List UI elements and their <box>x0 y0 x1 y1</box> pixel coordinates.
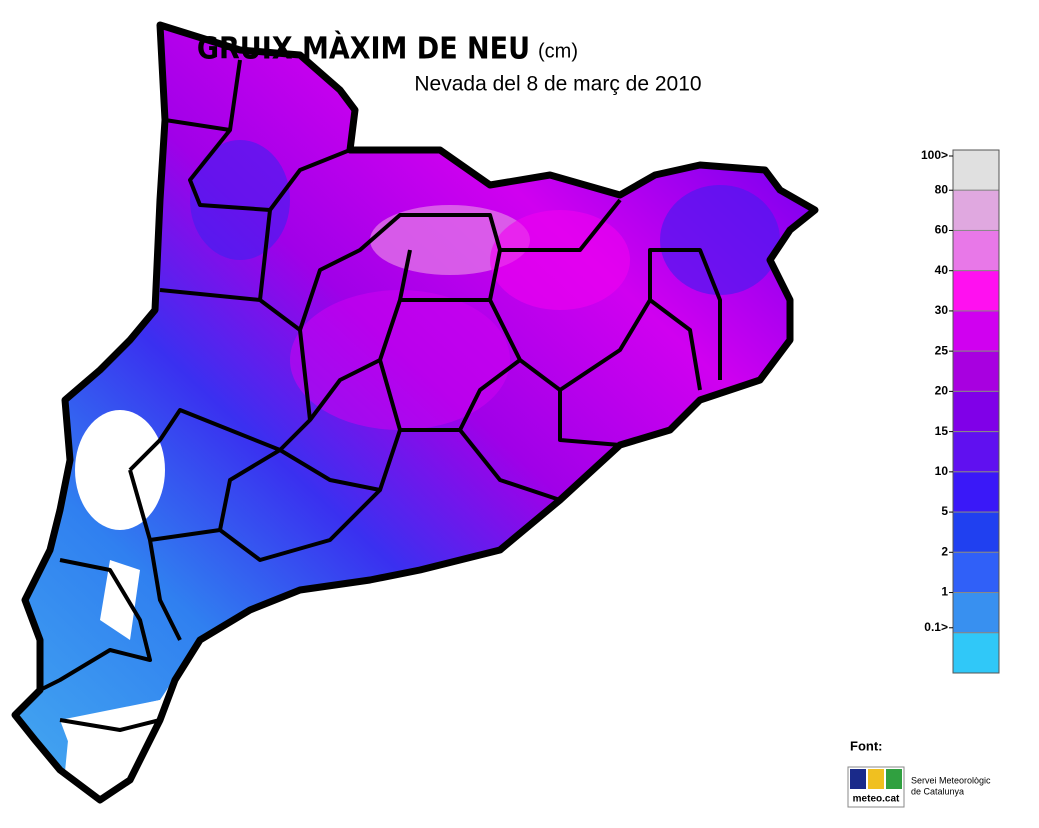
legend-swatch <box>952 189 1000 231</box>
legend-label: 60 <box>935 223 949 237</box>
subtitle: Nevada del 8 de març de 2010 <box>414 73 701 96</box>
legend-label: 5 <box>941 504 948 518</box>
map <box>0 0 840 823</box>
logo-block <box>868 769 884 789</box>
legend-swatch <box>952 149 1000 191</box>
legend-label: 1 <box>941 585 948 599</box>
legend-label: 40 <box>935 263 949 277</box>
unit: (cm) <box>538 40 578 62</box>
snow-patch <box>490 210 630 310</box>
legend-frame <box>952 149 1000 674</box>
legend-label: 25 <box>935 343 949 357</box>
snow-patch <box>660 185 780 295</box>
legend-swatch <box>952 431 1000 473</box>
comarca-borders <box>39 59 722 732</box>
no-snow <box>75 410 165 530</box>
source: Font: meteo.cat Servei Meteorològic de C… <box>847 738 991 808</box>
legend-swatch <box>952 310 1000 352</box>
snow-patch <box>190 140 290 260</box>
legend-swatch <box>952 471 1000 513</box>
legend-swatch <box>952 350 1000 392</box>
logo-block <box>886 769 902 789</box>
legend-swatch <box>952 551 1000 594</box>
logo-block <box>850 769 866 789</box>
legend-label: 2 <box>941 544 948 558</box>
legend-label: 15 <box>935 424 949 438</box>
legend-label: 20 <box>935 384 949 398</box>
legend-swatch <box>952 390 1000 433</box>
logo-text: meteo.cat <box>853 794 900 805</box>
legend-swatch <box>952 511 1000 553</box>
source-name: Servei Meteorològic <box>911 775 991 785</box>
legend-label: 100> <box>921 148 948 162</box>
legend-swatch <box>952 592 1000 634</box>
legend-label: 0.1> <box>924 620 948 634</box>
legend: 100> 80 60 40 30 25 20 15 10 5 2 1 0.1> <box>921 148 1000 674</box>
title: GRUIX MÀXIM DE NEU <box>197 31 530 67</box>
source-label: Font: <box>850 738 882 753</box>
no-snow <box>100 560 140 640</box>
legend-swatch <box>952 270 1000 312</box>
snow-patch <box>290 290 510 430</box>
legend-swatch <box>952 229 1000 272</box>
source-name: de Catalunya <box>911 786 964 796</box>
legend-label: 30 <box>935 303 949 317</box>
legend-swatch <box>952 632 1000 674</box>
legend-label: 80 <box>935 182 949 196</box>
legend-label: 10 <box>935 464 949 478</box>
